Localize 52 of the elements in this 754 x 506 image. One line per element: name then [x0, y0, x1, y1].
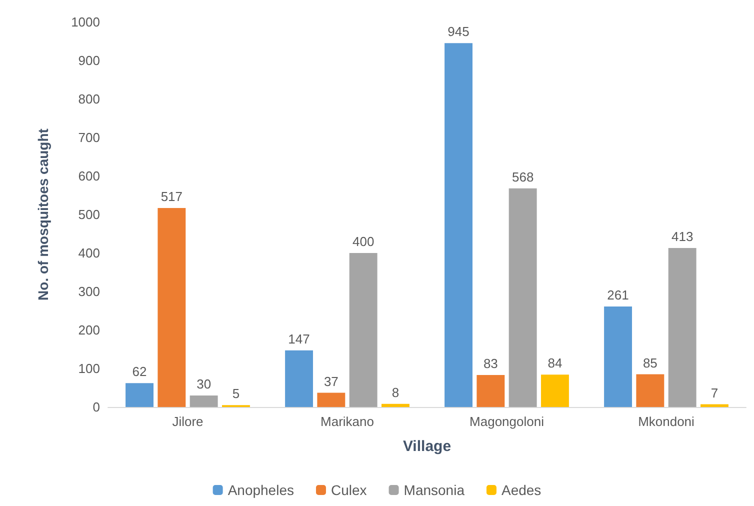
y-tick-label: 600: [78, 168, 100, 184]
data-label: 147: [288, 331, 310, 346]
data-label: 568: [512, 169, 534, 184]
data-label: 517: [160, 188, 183, 204]
legend-label: Aedes: [501, 482, 542, 498]
data-label: 7: [710, 385, 718, 400]
bar: [636, 374, 664, 407]
y-tick-label: 200: [78, 322, 100, 338]
x-tick-label: Jilore: [172, 414, 204, 429]
bar: [668, 248, 696, 407]
bar: [700, 404, 728, 407]
x-tick-label: Magongoloni: [470, 414, 544, 429]
x-tick-label: Mkondoni: [638, 414, 695, 429]
bar: [604, 306, 632, 407]
y-tick-label: 800: [78, 92, 100, 106]
x-tick-label: Marikano: [320, 414, 374, 429]
legend-label: Culex: [330, 482, 367, 498]
data-label: 37: [324, 374, 338, 389]
bar: [126, 383, 154, 407]
data-label: 413: [671, 228, 694, 244]
bar: [158, 208, 186, 407]
data-label: 30: [196, 376, 212, 392]
y-tick-label: 0: [92, 400, 100, 414]
data-label: 400: [352, 234, 374, 249]
bar: [444, 43, 472, 407]
data-label: 85: [642, 355, 658, 370]
y-tick-label: 100: [78, 361, 100, 376]
y-axis-title: No. of mosquitoes caught: [35, 128, 51, 300]
y-tick-label: 900: [78, 53, 100, 68]
bar: [382, 404, 410, 407]
y-tick-label: 300: [78, 284, 100, 299]
bar: [190, 395, 218, 407]
y-tick-label: 500: [78, 207, 100, 222]
data-label: 8: [392, 384, 400, 400]
data-label: 945: [448, 24, 470, 40]
y-tick-label: 400: [78, 246, 100, 260]
bar: [349, 253, 378, 407]
data-label: 84: [548, 356, 562, 371]
data-label: 83: [483, 356, 498, 372]
data-label: 5: [232, 386, 240, 402]
y-tick-label: 1000: [71, 14, 100, 30]
legend-label: Anopheles: [228, 482, 294, 498]
bar: [541, 374, 569, 407]
data-label: 62: [132, 364, 147, 380]
bar: [285, 350, 313, 407]
bar: [508, 188, 537, 407]
data-label: 261: [607, 288, 629, 303]
x-axis-title: Village: [402, 438, 452, 455]
legend-label: Mansonia: [404, 482, 465, 498]
bar: [476, 375, 505, 407]
y-tick-label: 700: [78, 130, 100, 145]
bar: [317, 392, 346, 407]
